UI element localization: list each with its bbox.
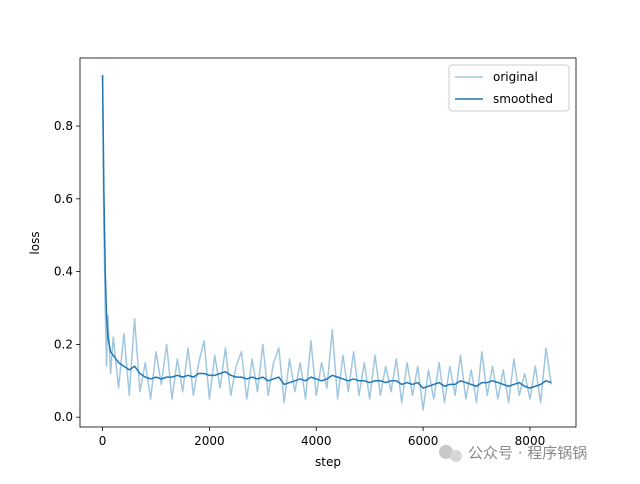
y-axis-label: loss — [28, 231, 42, 254]
x-tick-label: 2000 — [194, 434, 225, 448]
y-tick-label: 0.8 — [54, 119, 73, 133]
x-tick-label: 0 — [99, 434, 107, 448]
y-tick-label: 0.6 — [54, 192, 73, 206]
plot-frame — [79, 57, 577, 428]
series-line — [101, 75, 553, 411]
series-line — [101, 75, 552, 389]
legend-label: original — [493, 70, 538, 84]
watermark: 公众号 · 程序锅锅 — [439, 444, 587, 462]
x-tick-label: 8000 — [515, 434, 546, 448]
watermark-text: 公众号 · 程序锅锅 — [468, 444, 587, 462]
y-tick-label: 0.0 — [54, 410, 73, 424]
watermark-icon — [450, 450, 462, 462]
x-tick-label: 4000 — [301, 434, 332, 448]
x-tick-label: 6000 — [408, 434, 439, 448]
y-tick-label: 0.4 — [54, 265, 73, 279]
y-tick-label: 0.2 — [54, 337, 73, 351]
x-axis-label: step — [315, 455, 341, 469]
watermark-icon — [439, 445, 453, 459]
legend-label: smoothed — [493, 92, 553, 106]
legend: original smoothed — [448, 64, 570, 112]
